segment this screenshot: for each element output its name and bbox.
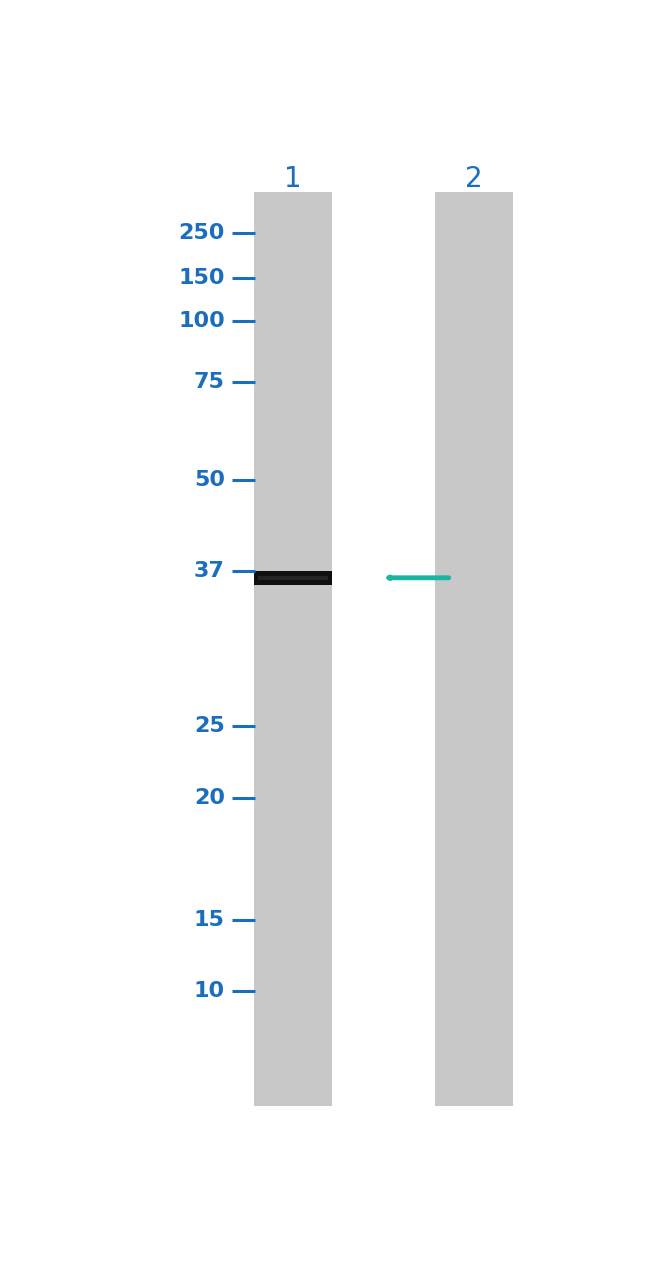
Text: 25: 25: [194, 716, 225, 737]
Bar: [258, 575, 328, 580]
Text: 15: 15: [194, 911, 225, 930]
Text: 50: 50: [194, 470, 225, 490]
Text: 75: 75: [194, 372, 225, 392]
Text: 100: 100: [178, 311, 225, 330]
Text: 10: 10: [194, 982, 225, 1002]
Bar: [254, 192, 332, 1106]
Text: 2: 2: [465, 165, 483, 193]
Text: 150: 150: [178, 268, 225, 287]
Bar: [435, 192, 514, 1106]
Text: 37: 37: [194, 561, 225, 580]
Text: 1: 1: [284, 165, 302, 193]
Text: 20: 20: [194, 787, 225, 808]
Bar: [254, 572, 332, 584]
Text: 250: 250: [179, 222, 225, 243]
